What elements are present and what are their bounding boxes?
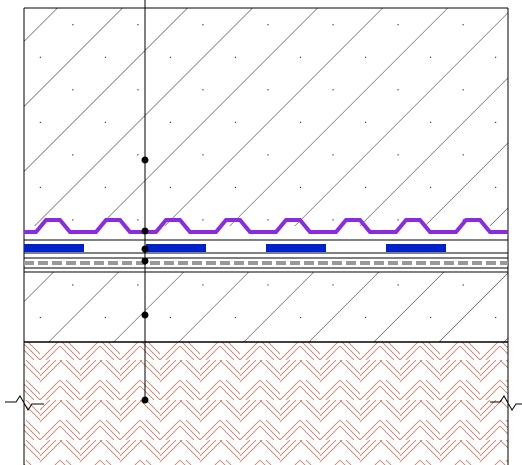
soil [24, 342, 508, 465]
insulation-strips [24, 244, 446, 252]
layer-lines [23, 7, 509, 465]
lower-concrete [24, 272, 508, 342]
leader-dots [141, 156, 149, 404]
upper-concrete [24, 8, 508, 226]
break-right [490, 395, 522, 411]
corrugated-sheet [24, 218, 508, 234]
break-left [5, 395, 44, 411]
